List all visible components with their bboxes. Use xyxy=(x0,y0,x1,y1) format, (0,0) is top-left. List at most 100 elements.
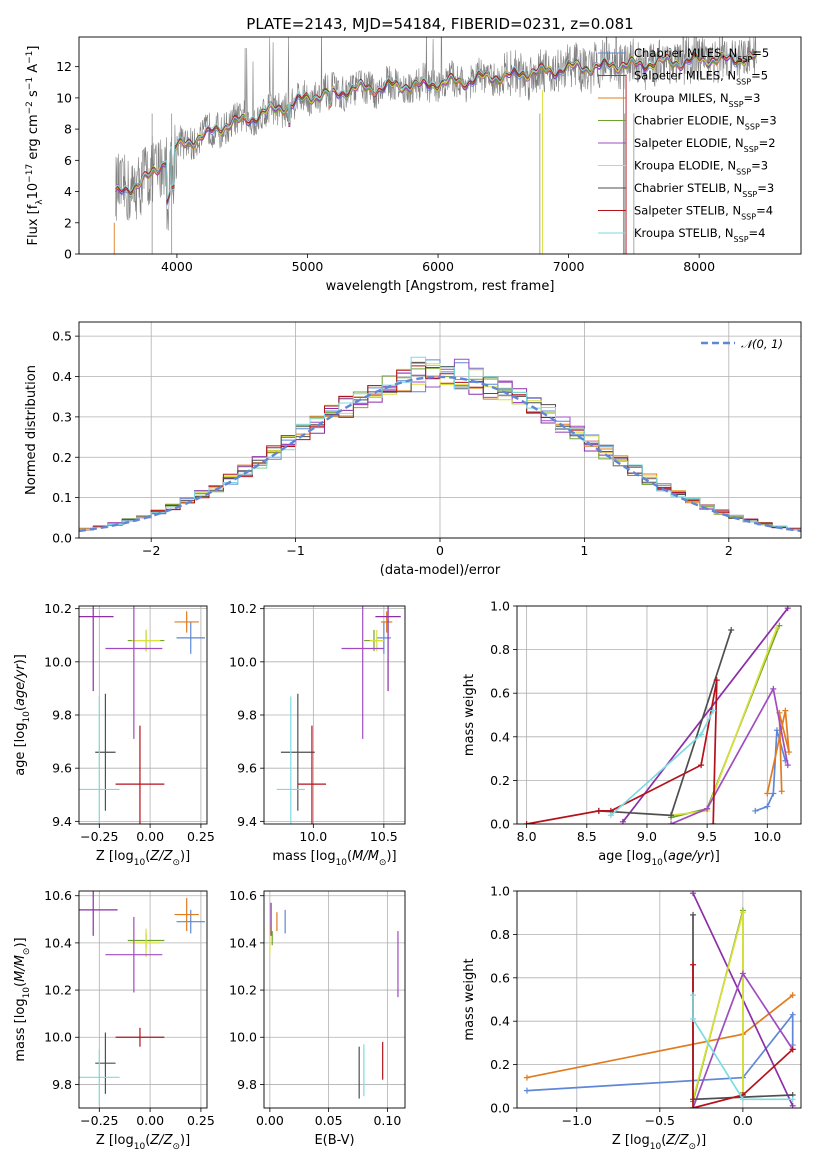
y-tick-label: 0.6 xyxy=(490,686,510,701)
plot-area xyxy=(523,891,796,1108)
data-point xyxy=(176,621,205,654)
data-spectrum xyxy=(115,37,757,231)
x-tick-label: −0.25 xyxy=(80,1113,118,1128)
weight-marker xyxy=(764,803,771,810)
y-tick-label: 0.2 xyxy=(490,773,510,788)
legend-entry: Kroupa MILES, NSSP=3 xyxy=(634,91,760,109)
figure-title: PLATE=2143, MJD=54184, FIBERID=0231, z=0… xyxy=(246,15,633,33)
weight-marker xyxy=(782,707,789,714)
weight-marker xyxy=(784,762,791,769)
data-point xyxy=(105,916,163,993)
y-tick-label: 0.8 xyxy=(490,642,510,657)
y-tick-label: 0.5 xyxy=(52,329,72,344)
y-tick-label: 9.8 xyxy=(237,708,257,723)
legend-entry: Kroupa STELIB, NSSP=4 xyxy=(634,226,765,244)
data-point xyxy=(115,1027,165,1047)
data-point xyxy=(176,909,205,934)
plot-area xyxy=(79,356,801,533)
legend-entry: Chabrier ELODIE, NSSP=3 xyxy=(634,114,777,132)
weight-marker xyxy=(690,911,697,918)
y-tick-label: 0.4 xyxy=(52,369,72,384)
y-tick-label: 0.6 xyxy=(490,970,510,985)
weight-marker xyxy=(739,970,746,977)
data-point xyxy=(174,611,199,633)
x-tick-label: −1 xyxy=(286,543,304,558)
weight-line xyxy=(610,710,714,816)
y-tick-label: 9.6 xyxy=(52,761,72,776)
weight-marker xyxy=(778,788,785,795)
panel-weight_vs_Z: −1.0 −0.5 0.0 0.0 0.2 0.4 0.6 0.8 1.0 Z [log10(Z/… xyxy=(462,884,802,1152)
x-tick-label: 8.5 xyxy=(577,829,597,844)
y-axis-label: Flux [fλ10−17 erg cm−2 s−1 A−1] xyxy=(25,46,45,246)
legend: Chabrier MILES, NSSP=5 Salpeter MILES, NS… xyxy=(598,46,777,244)
data-point xyxy=(297,725,327,824)
data-point xyxy=(341,606,384,739)
y-tick-label: 10.2 xyxy=(229,601,257,616)
weight-marker xyxy=(789,1046,796,1053)
y-tick-label: 9.8 xyxy=(52,708,72,723)
y-tick-label: 0.4 xyxy=(490,729,510,744)
data-point xyxy=(79,696,120,824)
weight-marker xyxy=(595,807,602,814)
y-tick-label: 10.2 xyxy=(229,983,257,998)
weight-line xyxy=(692,912,744,1100)
x-tick-label: 5000 xyxy=(292,259,324,274)
axes-frame xyxy=(78,321,802,539)
y-tick-label: 10.6 xyxy=(229,888,257,903)
data-point xyxy=(115,725,165,824)
axes-frame xyxy=(78,605,208,825)
y-tick-label: 10.4 xyxy=(229,935,257,950)
weight-marker xyxy=(773,624,780,631)
legend: 𝒩(0, 1) xyxy=(701,337,783,351)
x-axis-label: age [log10(age/yr)] xyxy=(598,849,720,868)
y-tick-label: 10.0 xyxy=(44,1030,72,1045)
x-axis-label: (data-model)/error xyxy=(380,563,501,578)
y-tick-label: 10.0 xyxy=(229,654,257,669)
x-tick-label: −0.5 xyxy=(645,1113,675,1128)
panel-spectrum: 4000 5000 6000 7000 8000 0 2 4 6 8 10 12 wavelength … xyxy=(25,36,802,294)
legend-entry: Salpeter STELIB, NSSP=4 xyxy=(634,204,773,222)
x-tick-label: −1.0 xyxy=(562,1113,592,1128)
legend-entry: Salpeter ELODIE, NSSP=2 xyxy=(634,136,776,154)
x-tick-label: 0.05 xyxy=(315,1113,343,1128)
axes-frame xyxy=(78,36,802,255)
axes-frame xyxy=(516,890,802,1109)
y-tick-label: 2 xyxy=(64,215,72,230)
weight-marker xyxy=(710,821,717,824)
weight-line xyxy=(670,686,789,824)
x-axis-label: Z [log10(Z/Z⊙)] xyxy=(96,849,190,868)
panel-mass_vs_Z: −0.25 0.00 0.25 9.8 10.0 10.2 10.4 10.6 Z [log10… xyxy=(13,888,215,1152)
y-axis-label: Normed distribution xyxy=(24,365,39,495)
x-axis-label: Z [log10(Z/Z⊙)] xyxy=(96,1133,190,1152)
weight-marker xyxy=(698,731,705,738)
axes-frame xyxy=(263,605,406,825)
y-tick-label: 0 xyxy=(64,247,72,262)
model-line xyxy=(115,50,757,201)
panel-age_vs_Z: −0.25 0.00 0.25 9.4 9.6 9.8 10.0 10.2 Z [log10(Z… xyxy=(13,601,215,868)
x-axis-label: mass [log10(M/M⊙)] xyxy=(272,849,396,868)
weight-marker xyxy=(773,727,780,734)
data-point xyxy=(375,606,401,692)
y-tick-label: 10.6 xyxy=(44,888,72,903)
weight-marker xyxy=(764,790,771,797)
weight-marker xyxy=(523,821,530,824)
weight-line xyxy=(598,629,733,817)
data-point xyxy=(131,928,161,958)
model-line xyxy=(115,50,757,204)
weight-marker xyxy=(713,677,720,684)
y-tick-label: 9.4 xyxy=(52,814,72,829)
data-point xyxy=(131,629,161,652)
plot-area xyxy=(269,902,399,1099)
x-axis-label: E(B-V) xyxy=(314,1133,354,1148)
plot-area xyxy=(79,606,205,824)
data-point xyxy=(276,696,305,824)
x-tick-label: 0.10 xyxy=(373,1113,401,1128)
plot-area xyxy=(276,606,401,824)
x-tick-label: 10.0 xyxy=(299,829,327,844)
weight-marker xyxy=(789,1011,796,1018)
x-tick-label: 0.25 xyxy=(187,829,215,844)
y-tick-label: 12 xyxy=(56,59,72,74)
x-tick-label: 0.00 xyxy=(256,1113,284,1128)
x-tick-label: 8.0 xyxy=(517,829,537,844)
